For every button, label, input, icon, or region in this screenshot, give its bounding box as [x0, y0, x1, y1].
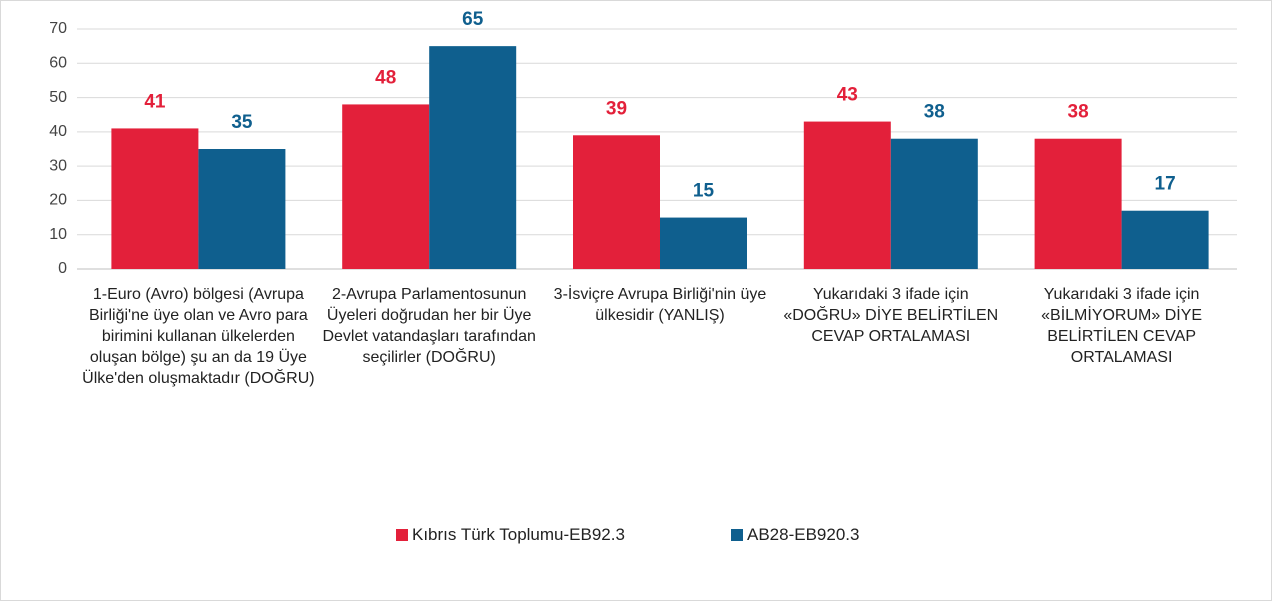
bar [660, 217, 747, 269]
bar [1034, 138, 1122, 269]
legend-swatch [396, 529, 408, 541]
y-tick-label: 70 [49, 20, 67, 37]
data-label: 39 [606, 98, 627, 119]
data-label: 38 [1068, 102, 1089, 123]
data-label: 43 [837, 85, 858, 106]
y-tick-label: 50 [49, 89, 67, 106]
data-label: 35 [231, 112, 253, 133]
legend-label: AB28-EB920.3 [747, 525, 860, 544]
legend-item: Kıbrıs Türk Toplumu-EB92.3 [396, 525, 625, 545]
bar [1121, 210, 1209, 269]
data-label: 41 [144, 91, 166, 112]
x-tick-label: Yukarıdaki 3 ifade için «BİLMİYORUM» DİY… [1041, 286, 1203, 366]
legend-label: Kıbrıs Türk Toplumu-EB92.3 [412, 525, 625, 544]
y-tick-label: 20 [49, 192, 67, 209]
data-label: 17 [1155, 174, 1176, 195]
x-tick-label: 2-Avrupa Parlamentosunun Üyeleri doğruda… [322, 286, 536, 366]
data-label: 38 [924, 102, 945, 123]
y-tick-label: 60 [49, 55, 67, 72]
bar [342, 104, 430, 269]
y-tick-label: 30 [49, 157, 67, 174]
x-tick-label: Yukarıdaki 3 ifade için «DOĞRU» DİYE BEL… [783, 286, 999, 345]
bar [429, 46, 517, 270]
bar [198, 149, 286, 269]
bar [111, 128, 199, 269]
bar [573, 135, 660, 269]
y-tick-label: 40 [49, 123, 67, 140]
bar [890, 138, 978, 269]
legend-swatch [731, 529, 743, 541]
legend-item: AB28-EB920.3 [731, 525, 859, 545]
data-label: 48 [375, 67, 396, 88]
y-tick-label: 10 [49, 226, 67, 243]
data-label: 65 [462, 9, 484, 30]
x-tick-label: 3-İsviçre Avrupa Birliği'nin üye ülkesid… [553, 286, 767, 324]
bar [803, 121, 891, 269]
y-tick-label: 0 [58, 260, 67, 277]
data-label: 15 [693, 181, 715, 202]
x-tick-label: 1-Euro (Avro) bölgesi (Avrupa Birliği'ne… [82, 286, 315, 387]
